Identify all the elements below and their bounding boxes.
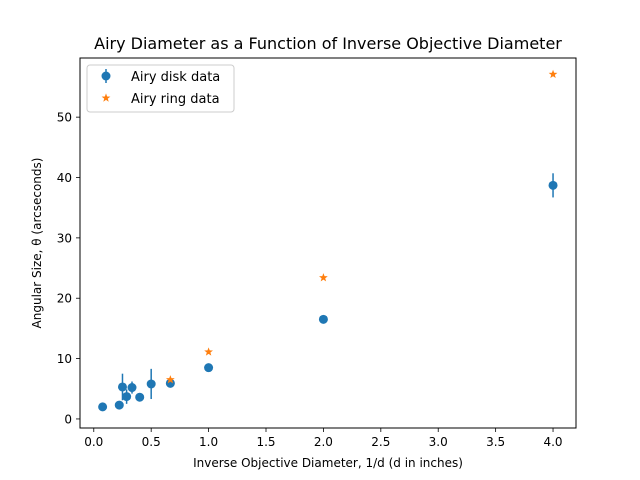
x-tick-label: 2.0 <box>314 435 333 449</box>
disk-data-point <box>548 180 558 190</box>
legend-ring-label: Airy ring data <box>131 92 220 107</box>
disk-data-point <box>165 378 175 388</box>
ring-data-point <box>548 69 558 79</box>
x-tick-label: 0.5 <box>142 435 161 449</box>
disk-data-point <box>117 382 127 392</box>
x-axis-label: Inverse Objective Diameter, 1/d (d in in… <box>193 456 463 470</box>
x-tick-label: 3.0 <box>429 435 448 449</box>
ring-data-point <box>204 347 213 356</box>
x-tick-label: 2.5 <box>371 435 390 449</box>
axes-frame <box>79 57 577 429</box>
legend-disk-marker <box>101 71 111 81</box>
ring-data-point <box>319 273 328 282</box>
disk-data-point <box>146 379 156 389</box>
y-axis-label: Angular Size, θ (arcseconds) <box>30 158 44 329</box>
x-tick-label: 0.0 <box>84 435 103 449</box>
disk-data-point <box>135 392 145 402</box>
disk-data-point <box>122 392 132 402</box>
x-tick-label: 3.5 <box>486 435 505 449</box>
y-tick-label: 30 <box>57 231 72 245</box>
disk-data-point <box>127 383 137 393</box>
plot-area <box>98 69 558 412</box>
disk-data-point <box>114 400 124 410</box>
x-tick-label: 4.0 <box>543 435 562 449</box>
legend-disk-label: Airy disk data <box>131 70 220 85</box>
disk-data-point <box>204 363 214 373</box>
legend-box <box>86 64 235 113</box>
disk-data-point <box>98 402 108 412</box>
legend: Airy disk data Airy ring data <box>86 64 235 113</box>
legend-ring-marker <box>101 93 111 102</box>
y-tick-label: 20 <box>57 292 72 306</box>
y-tick-label: 10 <box>57 352 72 366</box>
legend-ring-star <box>101 93 111 102</box>
y-tick-label: 50 <box>57 111 72 125</box>
x-tick-label: 1.0 <box>199 435 218 449</box>
y-tick-label: 40 <box>57 171 72 185</box>
chart-title: Airy Diameter as a Function of Inverse O… <box>94 34 562 53</box>
x-tick-label: 1.5 <box>256 435 275 449</box>
ring-data-point <box>165 375 175 384</box>
disk-data-point <box>318 314 328 324</box>
y-tick-label: 0 <box>64 412 72 426</box>
